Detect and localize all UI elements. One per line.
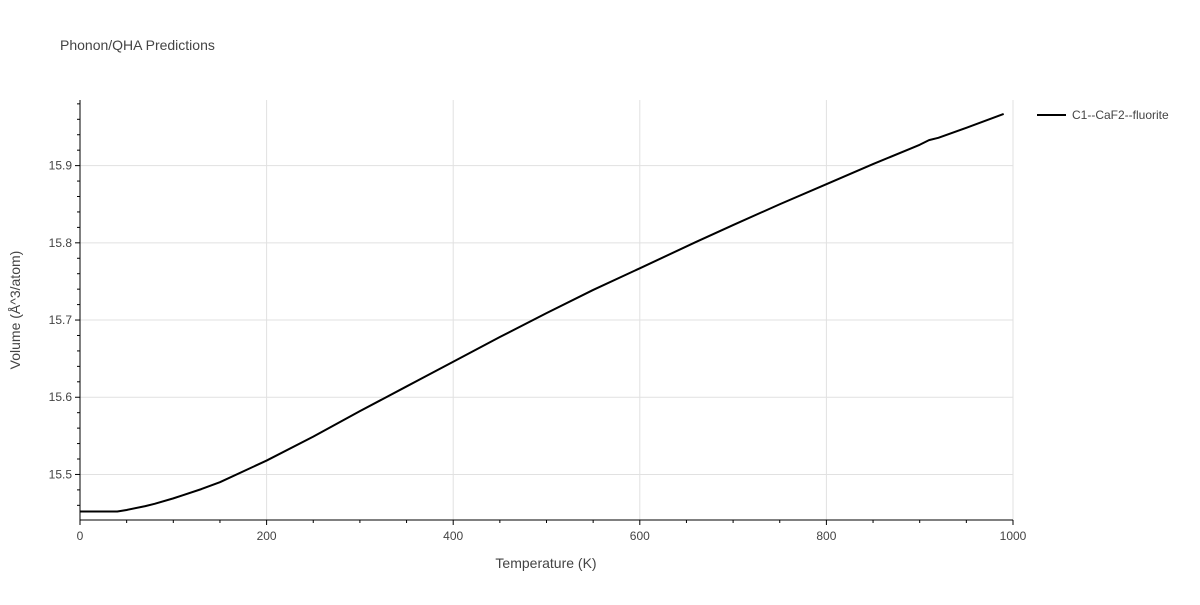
series-layer — [80, 112, 1005, 513]
legend-label: C1--CaF2--fluorite — [1072, 108, 1169, 122]
y-tick-label: 15.6 — [49, 390, 73, 404]
x-tick-label: 600 — [630, 529, 650, 543]
y-tick-label: 15.5 — [49, 467, 73, 481]
x-tick-label: 200 — [257, 529, 277, 543]
x-tick-label: 400 — [443, 529, 463, 543]
y-tick-label: 15.9 — [49, 159, 73, 173]
x-tick-label: 1000 — [1000, 529, 1027, 543]
chart-title: Phonon/QHA Predictions — [60, 37, 215, 53]
y-tick-label: 15.7 — [49, 313, 73, 327]
x-tick-label: 0 — [77, 529, 84, 543]
series-line[interactable] — [80, 112, 1005, 513]
y-tick-label: 15.8 — [49, 236, 73, 250]
axes: 0 200 400 600 800 1000 15.5 15.6 15.7 15.8 15.9 — [49, 100, 1027, 543]
x-axis-title: Temperature (K) — [495, 555, 596, 571]
y-axis-title: Volume (Å^3/atom) — [7, 251, 23, 370]
legend[interactable]: C1--CaF2--fluorite — [1037, 108, 1169, 122]
x-tick-label: 800 — [816, 529, 836, 543]
